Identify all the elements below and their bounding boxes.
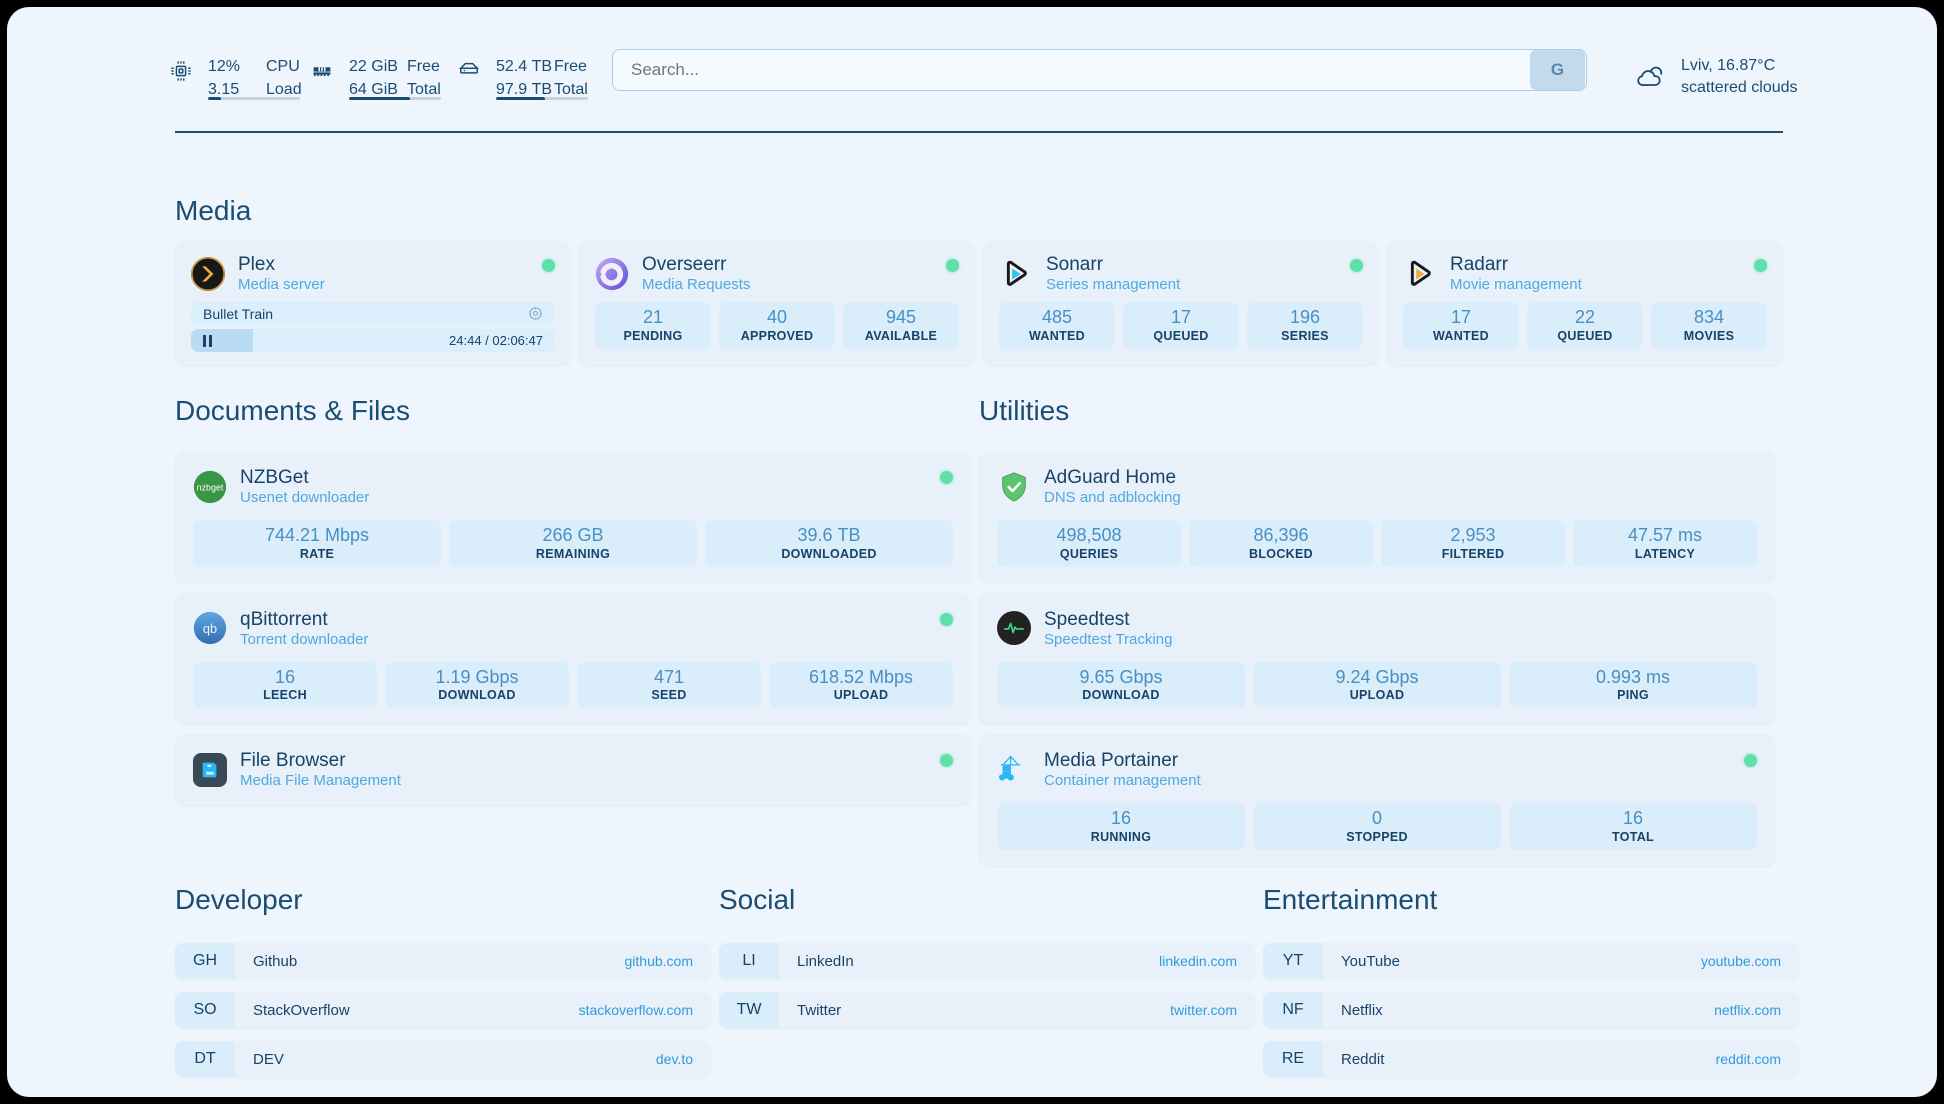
svg-text:qb: qb	[203, 621, 217, 636]
svg-text:nzbget: nzbget	[197, 482, 224, 492]
